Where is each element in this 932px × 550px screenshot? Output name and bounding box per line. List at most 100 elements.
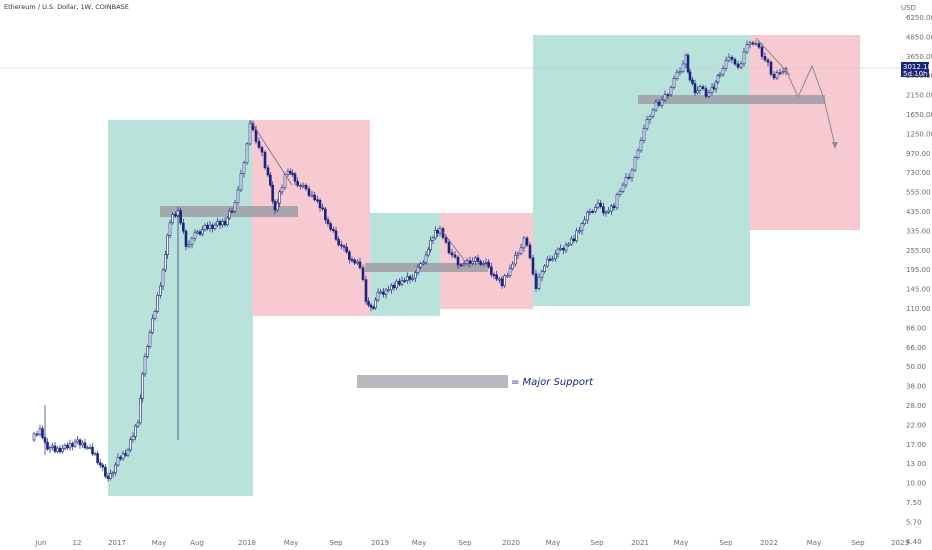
y-tick-label: 335.00 bbox=[906, 227, 931, 235]
candle-down bbox=[528, 244, 532, 259]
candle-down bbox=[693, 83, 697, 94]
candle-up bbox=[131, 436, 135, 440]
candle-down bbox=[326, 219, 330, 224]
x-tick-label: 2019 bbox=[371, 539, 389, 547]
candle-down bbox=[318, 199, 322, 209]
x-tick-label: May bbox=[284, 539, 298, 547]
candle-up bbox=[201, 229, 204, 235]
candle-up bbox=[474, 257, 477, 262]
y-tick-label: 730.00 bbox=[906, 169, 931, 177]
candle-up bbox=[663, 94, 667, 101]
candle-down bbox=[66, 444, 69, 449]
candle-up bbox=[556, 248, 560, 255]
candle-down bbox=[495, 274, 498, 280]
candle-down bbox=[78, 439, 82, 446]
candle-up bbox=[151, 318, 154, 333]
candle-down bbox=[591, 211, 594, 213]
candle-down bbox=[459, 264, 463, 267]
candle-up bbox=[63, 444, 67, 449]
candle-up bbox=[73, 441, 77, 447]
candle-up bbox=[68, 443, 72, 449]
x-tick-label: Sep bbox=[851, 539, 865, 547]
candle-up bbox=[196, 231, 199, 234]
candle-down bbox=[316, 199, 319, 202]
candle-up bbox=[781, 71, 785, 74]
candle-down bbox=[367, 301, 370, 306]
candle-down bbox=[763, 56, 767, 61]
candle-up bbox=[604, 211, 608, 214]
candle-up bbox=[537, 276, 541, 289]
candle-down bbox=[525, 237, 529, 246]
candle-down bbox=[71, 443, 74, 447]
candle-down bbox=[436, 230, 439, 234]
candle-down bbox=[307, 188, 311, 196]
candle-up bbox=[594, 207, 597, 212]
candle-up bbox=[146, 346, 149, 357]
x-tick-label: 2022 bbox=[760, 539, 778, 547]
bear-zone bbox=[440, 213, 533, 309]
candle-up bbox=[51, 445, 54, 448]
candle-up bbox=[727, 56, 731, 61]
candle-up bbox=[141, 373, 144, 399]
candle-up bbox=[134, 425, 137, 437]
price-label-countdown: 5d 10h bbox=[903, 70, 927, 78]
candle-up bbox=[543, 265, 546, 272]
candle-down bbox=[398, 280, 401, 285]
candle-down bbox=[476, 257, 480, 262]
candle-up bbox=[610, 205, 613, 212]
candle-down bbox=[230, 210, 234, 213]
candle-up bbox=[567, 243, 570, 246]
candle-down bbox=[686, 54, 690, 73]
y-tick-label: 28.00 bbox=[906, 402, 926, 410]
candle-up bbox=[88, 446, 92, 449]
candle-up bbox=[32, 433, 36, 441]
candle-up bbox=[503, 275, 506, 287]
candle-down bbox=[479, 261, 482, 265]
candle-up bbox=[588, 211, 592, 213]
candle-up bbox=[406, 276, 409, 281]
candle-down bbox=[58, 447, 62, 453]
candle-up bbox=[651, 109, 655, 117]
candle-down bbox=[487, 261, 490, 268]
candle-down bbox=[98, 462, 102, 466]
bull-zone bbox=[533, 35, 750, 306]
candle-up bbox=[522, 237, 526, 249]
x-tick-label: 2020 bbox=[502, 539, 520, 547]
candle-down bbox=[342, 245, 346, 248]
candle-up bbox=[696, 90, 699, 94]
candle-up bbox=[660, 99, 664, 106]
candle-down bbox=[757, 43, 761, 48]
candle-up bbox=[226, 217, 229, 226]
candle-up bbox=[427, 249, 430, 256]
projection-path bbox=[785, 64, 836, 147]
candle-up bbox=[379, 291, 382, 294]
candle-down bbox=[291, 173, 294, 175]
candle-up bbox=[56, 447, 59, 452]
candle-down bbox=[361, 267, 365, 280]
x-axis[interactable]: Jun 12 2017 May Aug 2018 May Sep 2019 May Sep 2020 M… bbox=[35, 539, 909, 547]
candle-down bbox=[666, 94, 670, 97]
candle-down bbox=[392, 284, 396, 289]
candle-down bbox=[296, 181, 299, 186]
candle-down bbox=[174, 214, 177, 217]
y-tick-label: 1250.00 bbox=[906, 130, 932, 138]
y-axis[interactable]: 6250.00 4850.00 3650.00 2850.00 2150.00 1650.… bbox=[906, 14, 932, 550]
candle-up bbox=[681, 63, 685, 72]
x-tick-label: May bbox=[412, 539, 426, 547]
candle-up bbox=[283, 174, 287, 189]
candle-up bbox=[166, 234, 169, 256]
candle-down bbox=[572, 238, 576, 242]
candle-up bbox=[216, 221, 219, 226]
candle-down bbox=[736, 63, 740, 68]
y-tick-label: 17.00 bbox=[906, 441, 926, 449]
candle-down bbox=[453, 254, 457, 258]
candle-down bbox=[751, 42, 755, 45]
candle-up bbox=[203, 224, 207, 231]
candle-down bbox=[340, 244, 343, 247]
candle-down bbox=[492, 274, 496, 276]
x-tick-label: Aug bbox=[190, 539, 204, 547]
x-tick-label: Sep bbox=[458, 539, 472, 547]
candle-up bbox=[61, 448, 64, 453]
candle-up bbox=[596, 202, 600, 208]
